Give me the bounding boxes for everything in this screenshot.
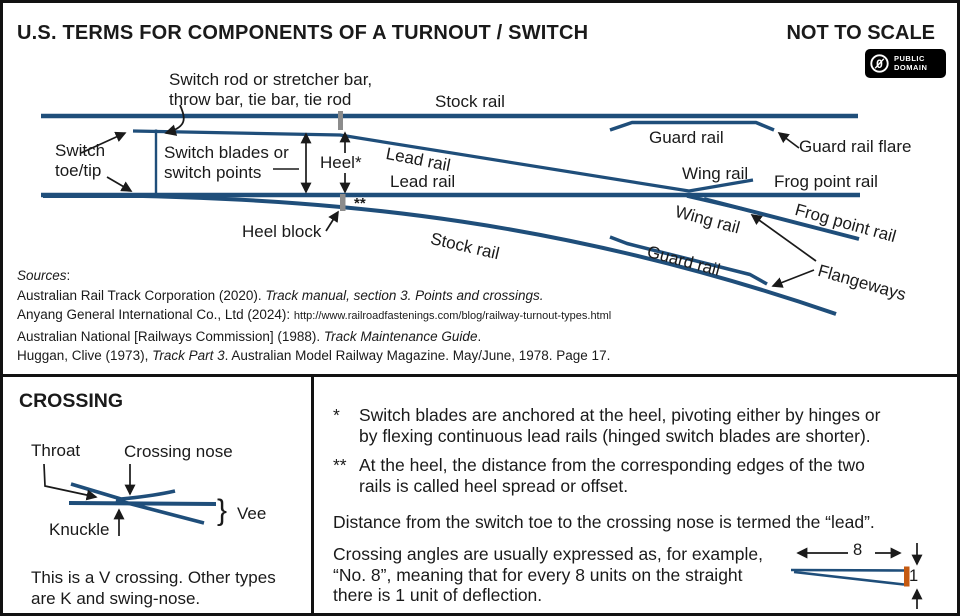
asterisk-marker: * bbox=[333, 405, 340, 425]
vee-brace: } bbox=[217, 494, 228, 527]
not-to-scale-note: NOT TO SCALE bbox=[786, 22, 935, 44]
label-vee: Vee bbox=[237, 504, 267, 523]
note-crossing-angle: Crossing angles are usually expressed as… bbox=[333, 544, 763, 606]
switch-toe-lower-arrow bbox=[106, 176, 133, 192]
page-title: U.S. TERMS FOR COMPONENTS OF A TURNOUT /… bbox=[17, 22, 589, 44]
angle-bottom-line bbox=[793, 570, 905, 586]
label-guard-rail-top: Guard rail bbox=[649, 128, 724, 147]
switch-rod-arrow bbox=[164, 104, 185, 136]
crossing-caption: This is a V crossing. Other types are K … bbox=[31, 568, 276, 608]
ratio-run-value: 8 bbox=[853, 541, 863, 559]
cc0-icon: 0 bbox=[868, 52, 891, 75]
label-switch-blades: Switch blades or switch points bbox=[164, 143, 289, 182]
public-domain-text: PUBLIC DOMAIN bbox=[894, 54, 928, 72]
heel-block-arrow bbox=[325, 210, 339, 232]
note-text: Distance from the switch toe to the cros… bbox=[333, 512, 875, 532]
note-lead: Distance from the switch toe to the cros… bbox=[333, 512, 875, 533]
double-asterisk-marker: ** bbox=[333, 455, 347, 475]
label-switch-rod: Switch rod or stretcher bar, throw bar, … bbox=[169, 70, 373, 109]
crossing-heading: CROSSING bbox=[19, 390, 124, 412]
label-lead-rail-straight: Lead rail bbox=[390, 172, 456, 191]
note-text: At the heel, the distance from the corre… bbox=[359, 455, 865, 496]
source-line: Australian National [Railways Commission… bbox=[17, 328, 482, 344]
horizontal-divider bbox=[3, 374, 957, 377]
note-text: Crossing angles are usually expressed as… bbox=[333, 544, 763, 605]
throat-arrow bbox=[43, 463, 98, 501]
label-frog-point-rail-straight: Frog point rail bbox=[774, 172, 878, 191]
label-heel-spread-marker: ** bbox=[354, 195, 366, 212]
turnout-drawing bbox=[41, 104, 923, 609]
sources-block: Sources: Australian Rail Track Corporati… bbox=[17, 266, 611, 366]
label-knuckle: Knuckle bbox=[49, 520, 110, 539]
label-throat: Throat bbox=[31, 441, 81, 460]
label-wing-rail-upper: Wing rail bbox=[682, 164, 749, 183]
source-line: Huggan, Clive (1973), Track Part 3. Aust… bbox=[17, 348, 611, 364]
label-crossing-nose: Crossing nose bbox=[124, 442, 233, 461]
note-text: Switch blades are anchored at the heel, … bbox=[359, 405, 881, 446]
switch-toe-upper-arrow bbox=[80, 131, 127, 154]
crossing-wing-rail bbox=[70, 482, 176, 501]
note-heel-anchoring: * Switch blades are anchored at the heel… bbox=[333, 405, 880, 446]
flangeway-arrow-frog bbox=[750, 214, 817, 262]
source-line: Anyang General International Co., Ltd (2… bbox=[17, 307, 612, 323]
label-heel: Heel* bbox=[320, 153, 362, 172]
diverging-stock-rail bbox=[43, 194, 837, 316]
label-stock-rail-top: Stock rail bbox=[435, 92, 505, 111]
diverging-guard-rail bbox=[609, 235, 768, 286]
label-switch-toe: Switch toe/tip bbox=[55, 141, 106, 180]
public-domain-badge: 0 PUBLIC DOMAIN bbox=[865, 49, 946, 78]
top-guard-rail bbox=[609, 120, 775, 132]
upper-switch-blade-and-wing-rail bbox=[132, 129, 754, 193]
lower-wing-rail bbox=[686, 194, 744, 211]
sources-heading: Sources: bbox=[17, 268, 71, 283]
badge-line1: PUBLIC bbox=[894, 54, 925, 63]
flangeway-arrow-guard bbox=[771, 269, 815, 288]
ratio-rise-value: 1 bbox=[909, 567, 919, 585]
deflection-bar bbox=[904, 566, 910, 587]
angle-top-line bbox=[790, 568, 905, 572]
vertical-divider bbox=[311, 374, 314, 613]
guard-rail-flare-arrow bbox=[777, 132, 800, 149]
crossing-diverging-vee-rail bbox=[115, 498, 205, 525]
note-heel-spread: ** At the heel, the distance from the co… bbox=[333, 455, 865, 496]
badge-line2: DOMAIN bbox=[894, 62, 928, 72]
crossing-straight-vee-rail bbox=[68, 501, 217, 506]
heel-block-upper bbox=[338, 111, 343, 130]
label-guard-rail-flare: Guard rail flare bbox=[799, 137, 912, 156]
heel-block-lower bbox=[340, 194, 346, 211]
source-line: Australian Rail Track Corporation (2020)… bbox=[17, 287, 544, 303]
label-heel-block: Heel block bbox=[242, 222, 322, 241]
